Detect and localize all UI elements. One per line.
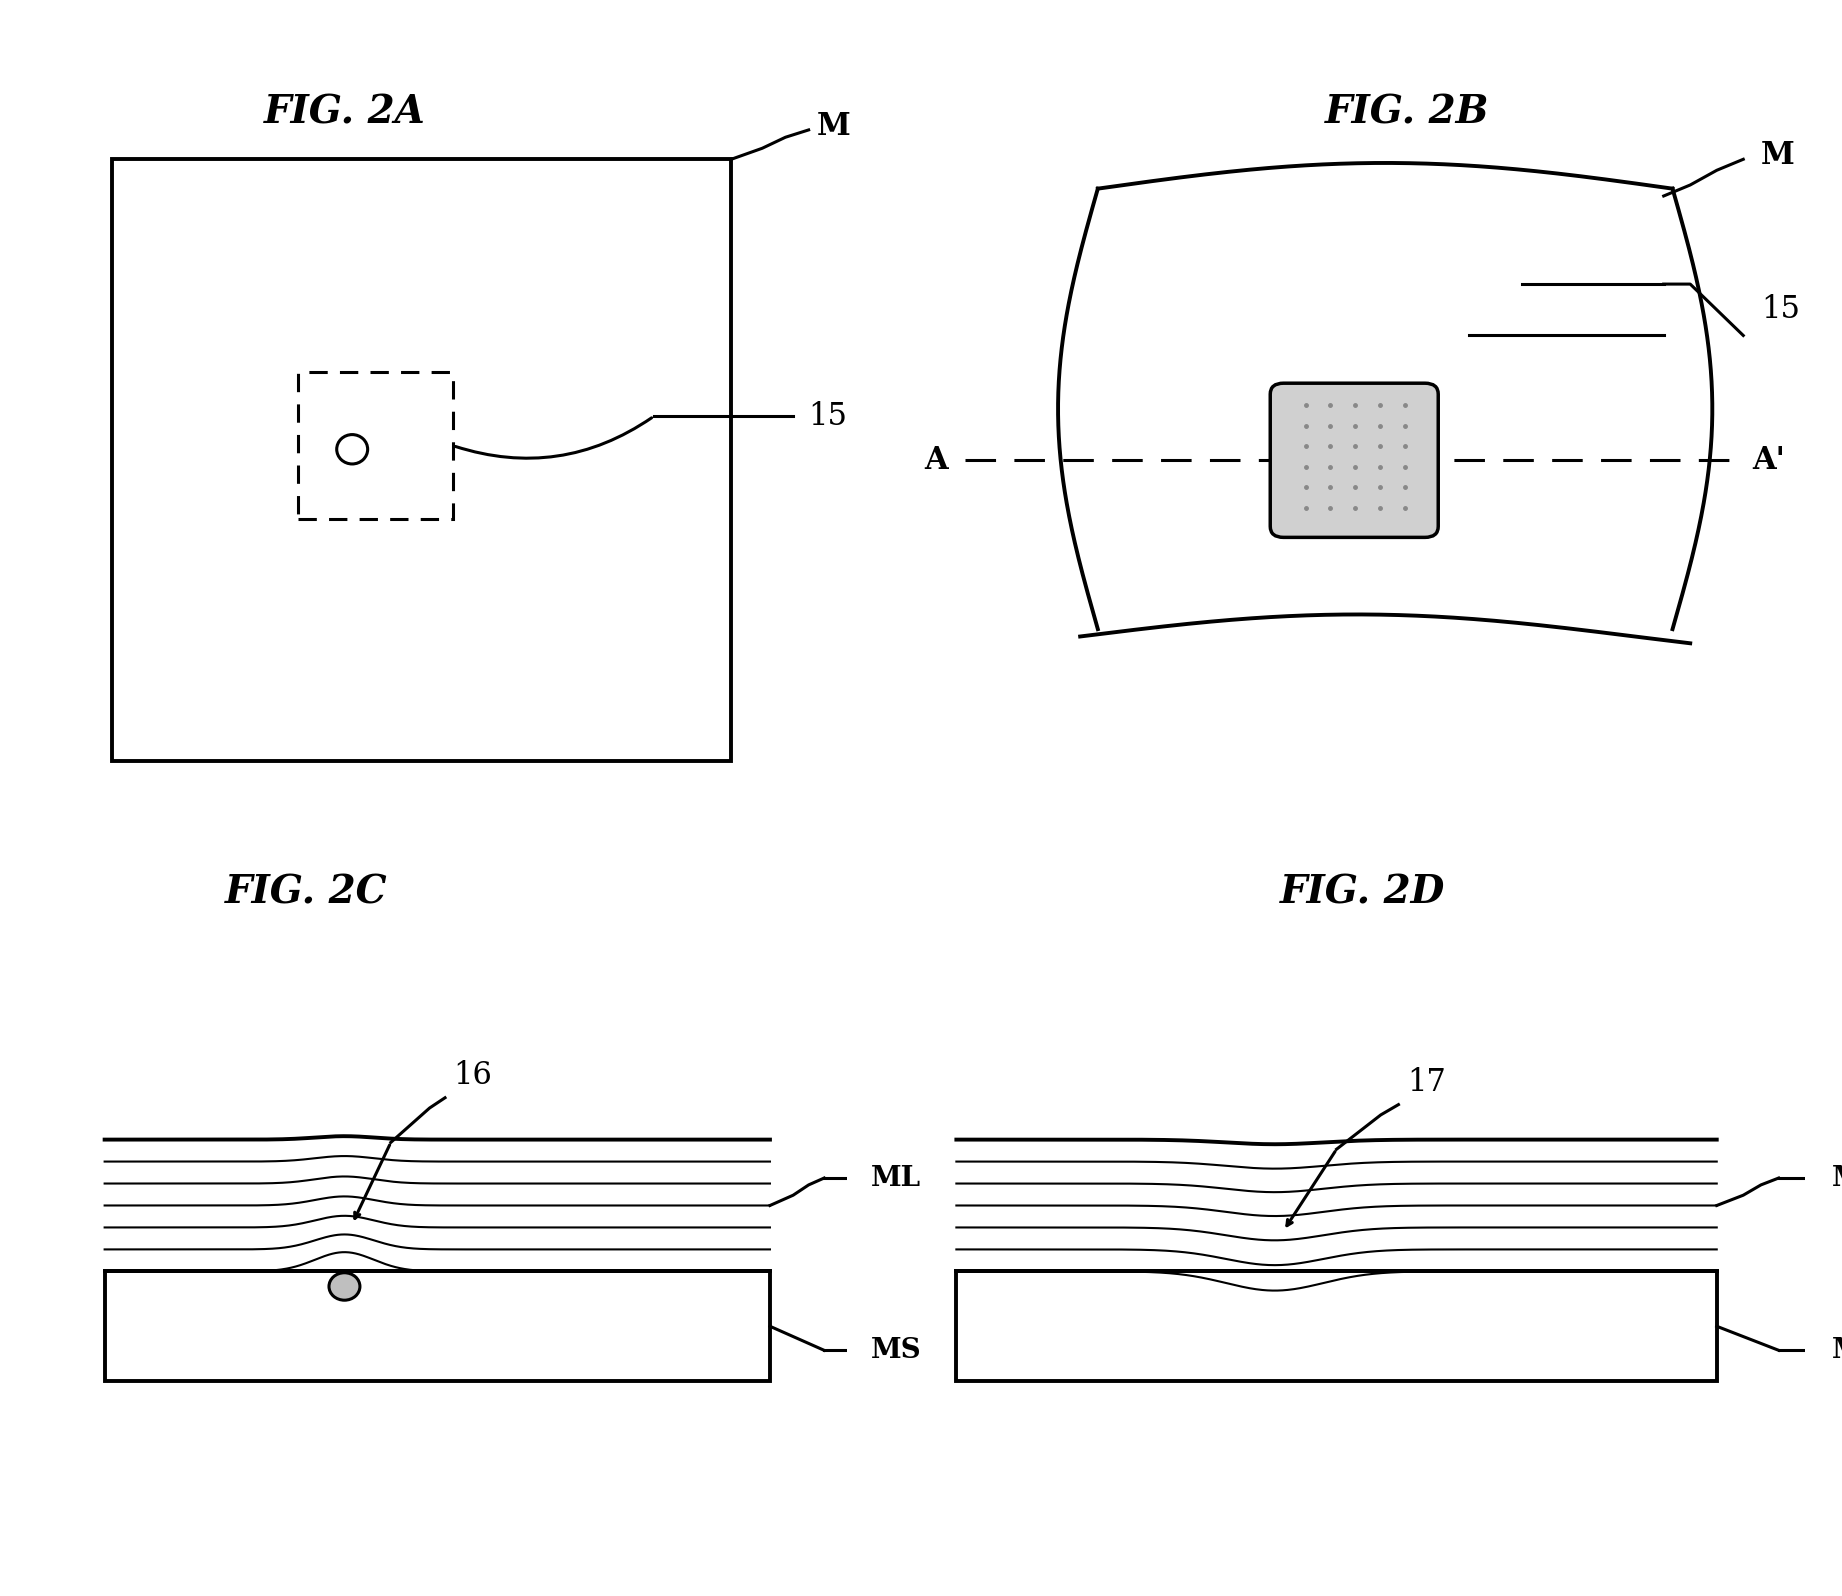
Text: ML: ML [871, 1165, 921, 1192]
Text: FIG. 2C: FIG. 2C [225, 873, 387, 911]
Text: 15: 15 [809, 401, 847, 433]
Text: A: A [925, 445, 947, 476]
Text: ML: ML [1831, 1165, 1842, 1192]
Text: M: M [816, 110, 851, 142]
FancyBboxPatch shape [1271, 383, 1439, 538]
Circle shape [330, 1272, 359, 1301]
Bar [105, 1272, 770, 1381]
Bar [112, 160, 731, 761]
Text: 16: 16 [453, 1060, 492, 1092]
Text: MS: MS [1831, 1337, 1842, 1365]
Text: A': A' [1752, 445, 1785, 476]
Text: MS: MS [871, 1337, 921, 1365]
Bar [956, 1272, 1717, 1381]
Text: FIG. 2D: FIG. 2D [1280, 873, 1446, 911]
Text: FIG. 2B: FIG. 2B [1324, 93, 1490, 131]
Text: FIG. 2A: FIG. 2A [263, 93, 426, 131]
Bar [298, 372, 453, 519]
Text: 17: 17 [1407, 1066, 1446, 1098]
Text: M: M [1761, 140, 1794, 171]
Text: 15: 15 [1761, 294, 1800, 326]
